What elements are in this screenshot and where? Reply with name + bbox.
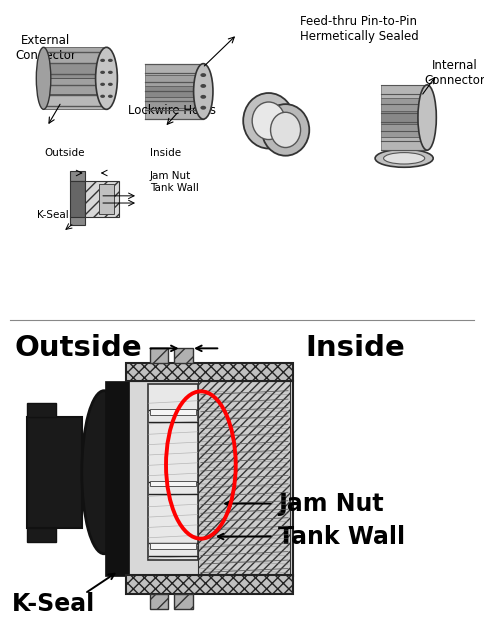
FancyBboxPatch shape [85,181,119,217]
FancyBboxPatch shape [150,593,168,609]
Ellipse shape [252,102,285,140]
FancyBboxPatch shape [381,85,427,98]
FancyBboxPatch shape [381,111,427,124]
FancyBboxPatch shape [150,481,196,486]
Ellipse shape [418,85,437,150]
FancyBboxPatch shape [150,409,196,415]
Circle shape [100,59,105,62]
FancyBboxPatch shape [174,348,193,363]
Ellipse shape [383,152,425,164]
Text: Inside: Inside [305,334,405,362]
Circle shape [100,83,105,86]
Text: Outside: Outside [44,148,85,159]
Text: Tank Wall: Tank Wall [278,525,406,548]
Circle shape [108,59,113,62]
FancyBboxPatch shape [99,184,114,214]
FancyBboxPatch shape [381,124,427,137]
FancyBboxPatch shape [70,216,85,225]
FancyBboxPatch shape [27,403,56,417]
FancyBboxPatch shape [105,381,129,576]
FancyBboxPatch shape [145,97,203,108]
Ellipse shape [375,149,433,167]
Circle shape [108,83,113,86]
Text: Outside: Outside [15,334,142,362]
Text: Jam Nut: Jam Nut [278,492,384,516]
Ellipse shape [36,47,51,109]
FancyBboxPatch shape [381,98,427,111]
FancyBboxPatch shape [44,47,106,63]
FancyBboxPatch shape [148,385,198,560]
FancyBboxPatch shape [145,108,203,119]
Text: Inside: Inside [150,148,181,159]
FancyBboxPatch shape [44,94,106,109]
Text: K-Seal: K-Seal [37,209,69,220]
Text: K-Seal: K-Seal [12,592,95,616]
FancyBboxPatch shape [198,381,290,574]
FancyBboxPatch shape [70,172,85,181]
FancyBboxPatch shape [27,528,56,542]
FancyBboxPatch shape [145,75,203,86]
FancyBboxPatch shape [145,86,203,97]
Ellipse shape [194,63,213,119]
Circle shape [200,84,206,88]
Circle shape [200,73,206,77]
Text: Lockwire Holes: Lockwire Holes [128,104,216,118]
Ellipse shape [271,112,301,148]
Ellipse shape [82,390,126,554]
FancyBboxPatch shape [126,575,293,593]
FancyBboxPatch shape [44,78,106,94]
FancyBboxPatch shape [145,63,203,75]
FancyBboxPatch shape [44,63,106,78]
Circle shape [200,95,206,99]
FancyBboxPatch shape [128,381,293,576]
FancyBboxPatch shape [70,181,85,217]
Text: Internal
Connector: Internal Connector [424,59,484,87]
Text: Tank Wall: Tank Wall [150,182,199,193]
Circle shape [108,71,113,74]
FancyBboxPatch shape [150,348,168,363]
FancyBboxPatch shape [381,137,427,150]
Ellipse shape [243,93,294,148]
Ellipse shape [262,104,309,156]
Circle shape [100,95,105,98]
Text: Jam Nut: Jam Nut [150,172,191,181]
Text: External
Connector: External Connector [15,35,76,62]
FancyBboxPatch shape [174,593,193,609]
Circle shape [108,95,113,98]
Circle shape [200,106,206,109]
FancyBboxPatch shape [27,417,82,528]
Ellipse shape [96,47,118,109]
Text: Feed-thru Pin-to-Pin
Hermetically Sealed: Feed-thru Pin-to-Pin Hermetically Sealed [300,15,419,43]
FancyBboxPatch shape [150,543,196,549]
FancyBboxPatch shape [126,363,293,381]
Circle shape [100,71,105,74]
